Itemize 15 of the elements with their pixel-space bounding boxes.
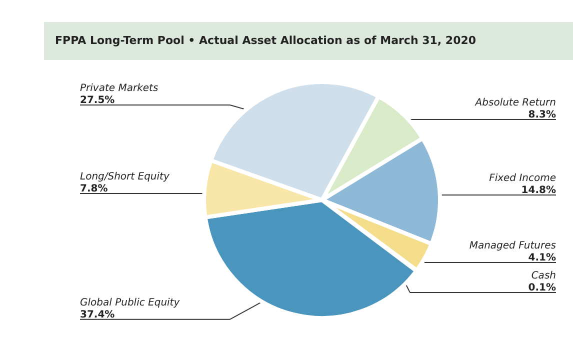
data-label: 0.1% (528, 282, 556, 294)
slice-label: Fixed Income (489, 173, 556, 184)
slice-label: Managed Futures (469, 240, 556, 252)
slice-label: Global Public Equity (80, 297, 181, 308)
data-label: 4.1% (528, 252, 556, 264)
slice-label: Private Markets (80, 83, 158, 94)
slice-label: Absolute Return (474, 98, 556, 109)
data-label: 7.8% (80, 183, 108, 194)
data-label: 27.5% (80, 95, 115, 106)
slice-label: Long/Short Equity (80, 171, 170, 182)
data-label: 14.8% (521, 185, 556, 196)
data-label: 8.3% (528, 110, 556, 121)
chart-title: FPPA Long-Term Pool • Actual Asset Allocation as of March 31, 2020 (55, 34, 476, 47)
slice-label: Cash (531, 270, 556, 282)
data-label: 37.4% (80, 309, 115, 320)
